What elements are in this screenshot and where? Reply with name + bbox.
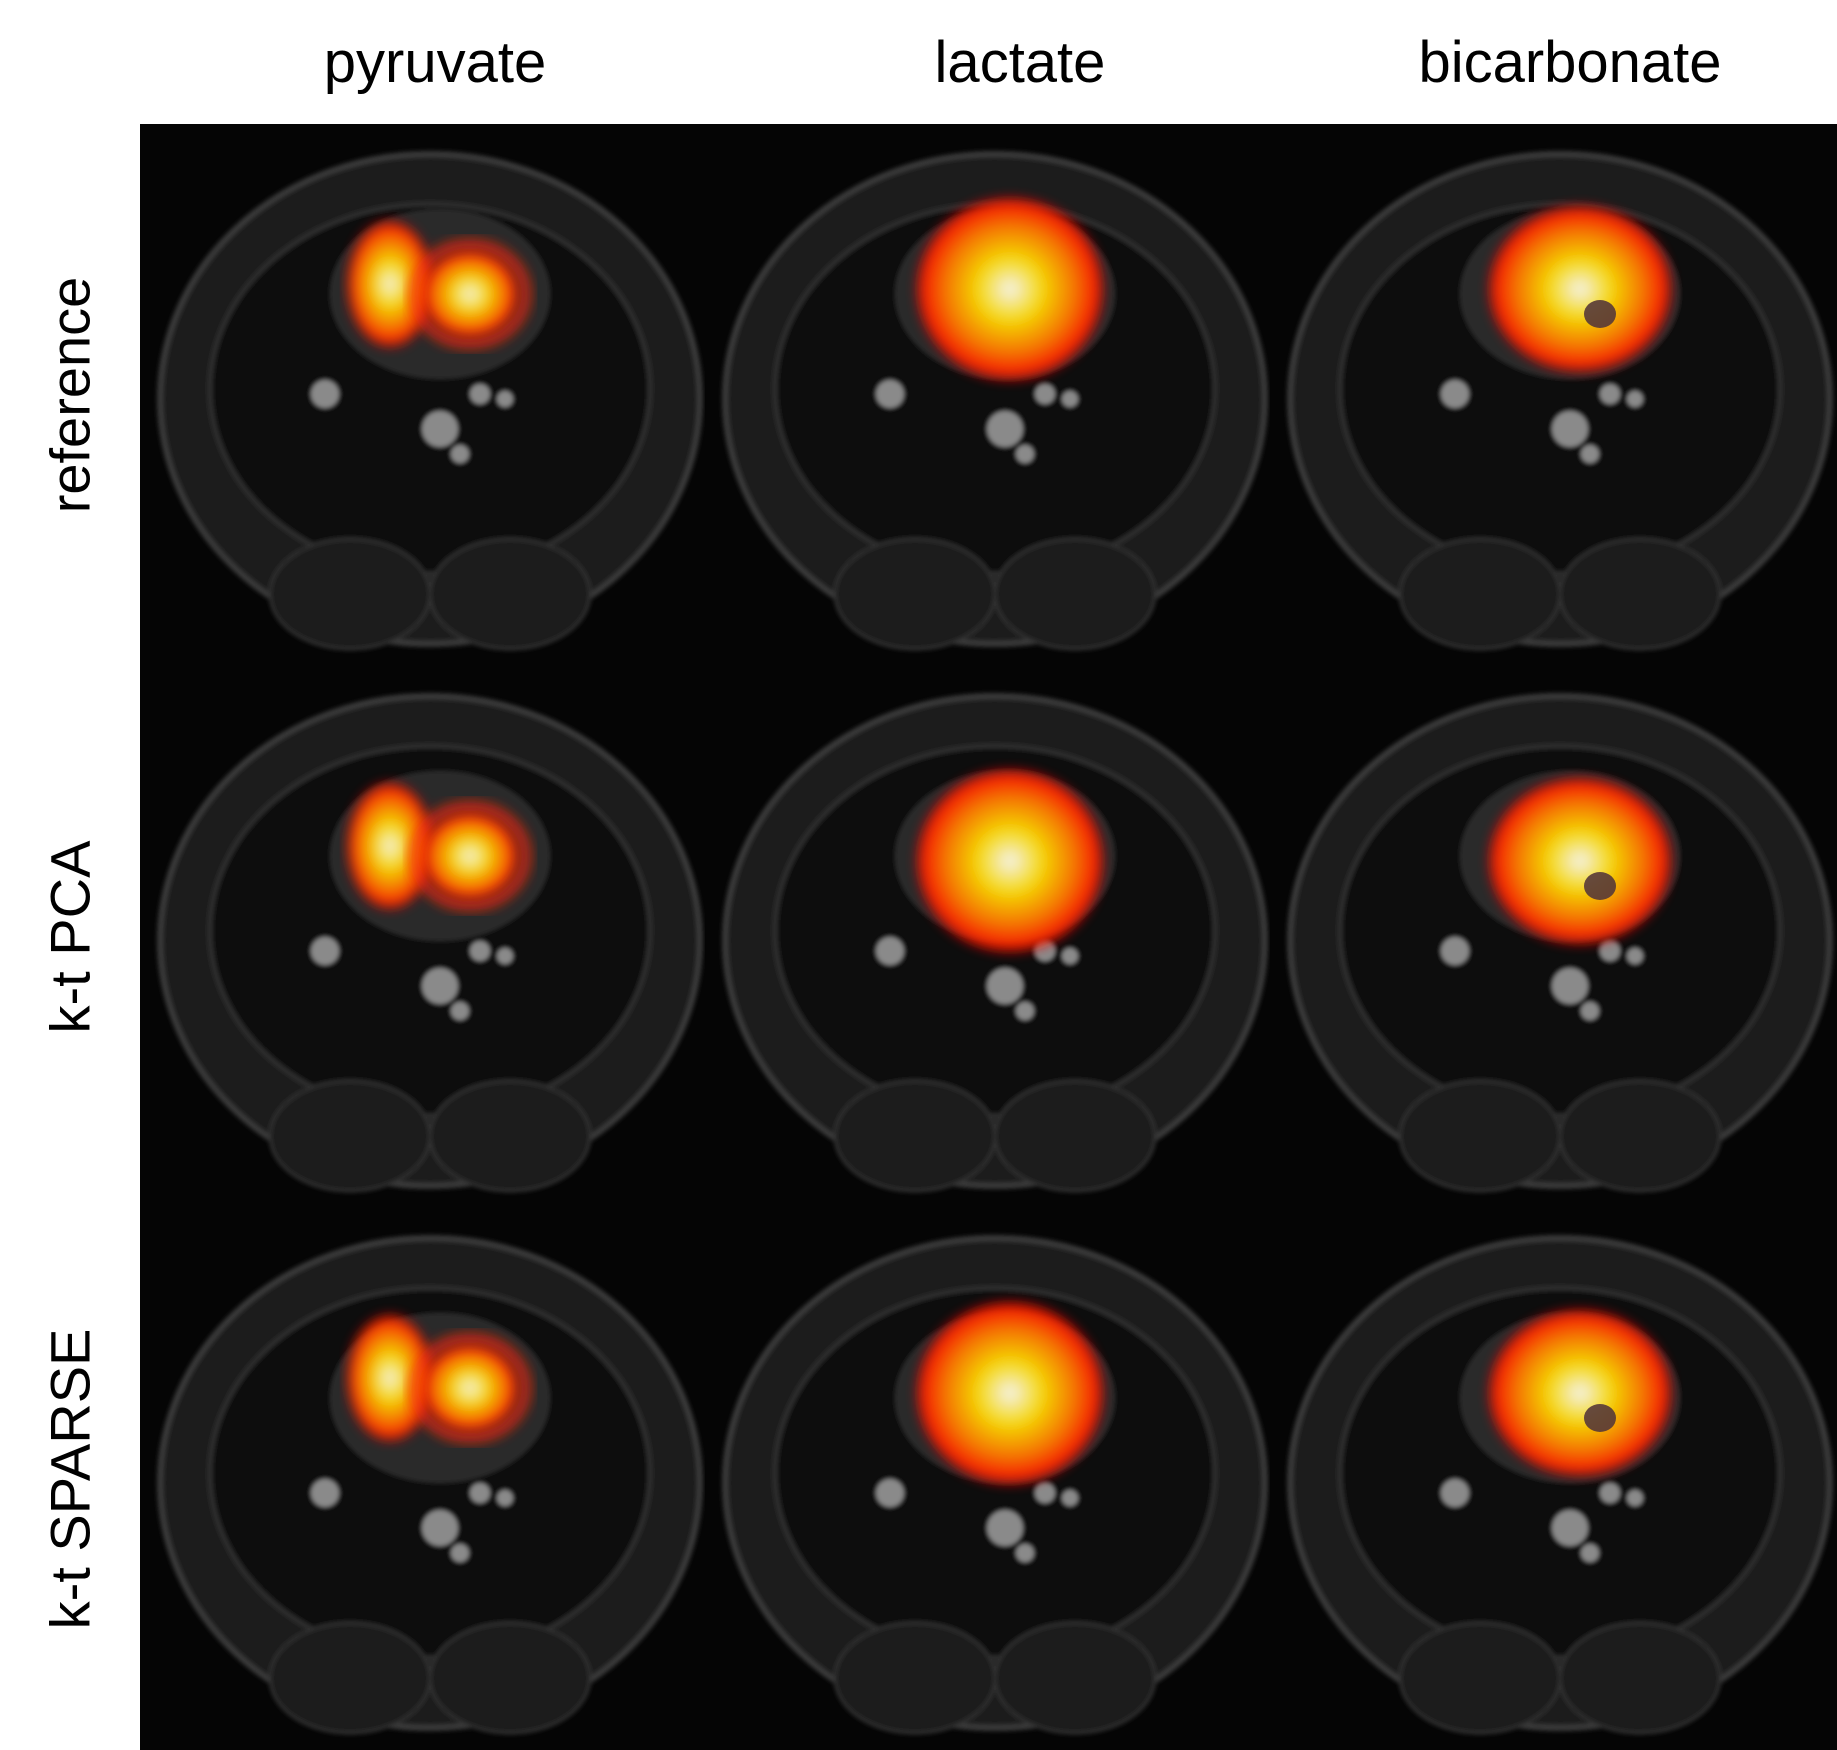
row-label-reference-text: reference [38,276,102,514]
row-label-kt-sparse-text: k-t SPARSE [38,1328,102,1630]
mri-panel-k-t-sparse-bicarbonate [1270,1208,1837,1750]
mri-panel-reference-pyruvate [140,124,710,666]
row-label-kt-pca: k-t PCA [0,666,140,1208]
image-grid [140,124,1837,1750]
mri-panel-k-t-sparse-lactate [705,1208,1275,1750]
column-label-lactate: lactate [934,30,1106,95]
mri-panel-k-t-pca-lactate [705,666,1275,1208]
mri-panel-k-t-pca-pyruvate [140,666,710,1208]
mri-panel-k-t-pca-bicarbonate [1270,666,1837,1208]
mri-panel-reference-bicarbonate [1270,124,1837,666]
column-label-bicarbonate: bicarbonate [1418,30,1722,95]
row-label-kt-pca-text: k-t PCA [38,840,102,1034]
row-label-reference: reference [0,124,140,666]
column-label-pyruvate: pyruvate [323,30,547,95]
mri-panel-reference-lactate [705,124,1275,666]
mri-panel-k-t-sparse-pyruvate [140,1208,710,1750]
row-label-kt-sparse: k-t SPARSE [0,1208,140,1750]
